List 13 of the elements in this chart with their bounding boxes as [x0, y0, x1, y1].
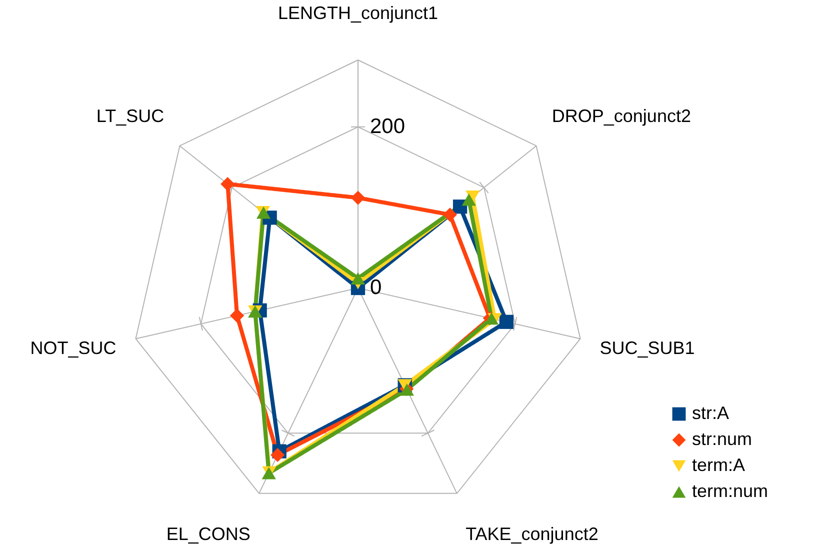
spoke-label: TAKE_conjunct2: [466, 524, 598, 544]
spoke-label: NOT_SUC: [30, 338, 116, 358]
spoke-label: LENGTH_conjunct1: [278, 3, 438, 23]
legend-label: str:A: [692, 403, 730, 423]
spoke-label: LT_SUC: [96, 106, 164, 126]
y-tick-label: 200: [370, 114, 406, 138]
spoke-label: EL_CONS: [166, 524, 250, 544]
legend-label: str:num: [692, 429, 752, 449]
y-tick-label: 0: [370, 276, 382, 299]
legend-label: term:A: [692, 455, 746, 475]
legend-label: term:num: [692, 481, 768, 501]
spoke-label: DROP_conjunct2: [552, 106, 691, 126]
spoke-label: SUC_SUB1: [600, 338, 695, 358]
